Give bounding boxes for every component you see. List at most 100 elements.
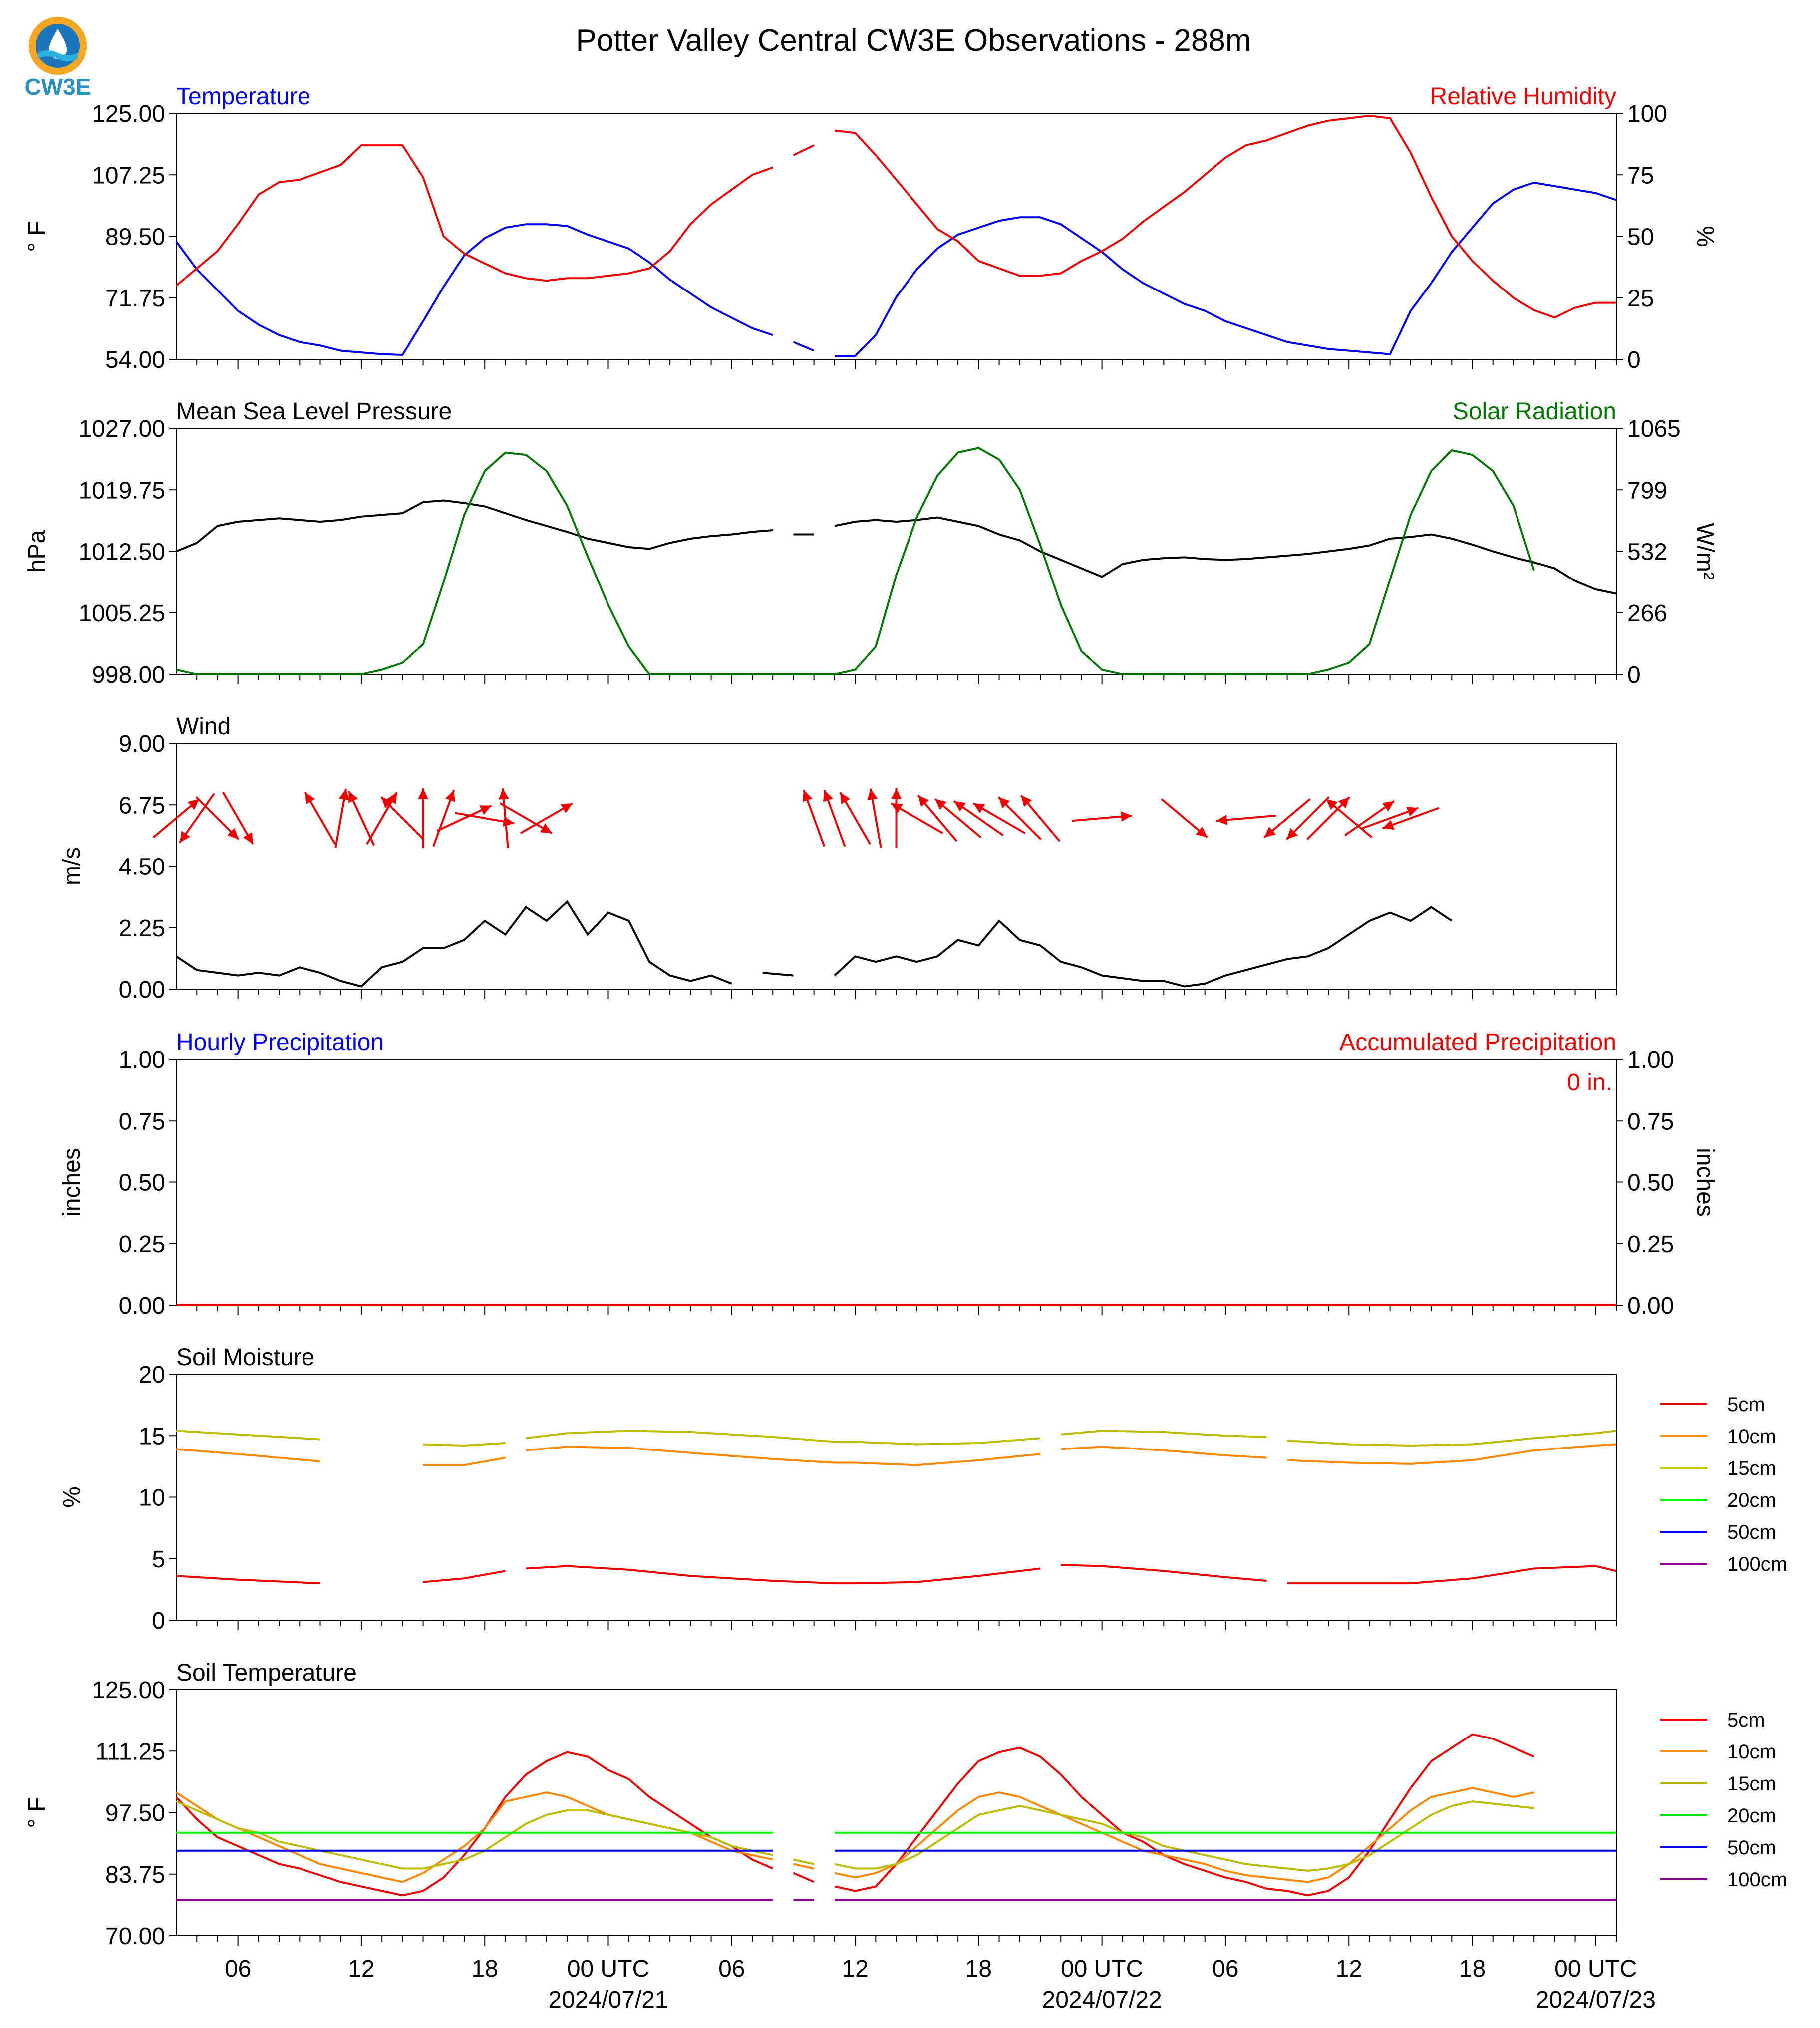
x-tick-label: 06 xyxy=(718,1956,745,1982)
wind-arrow xyxy=(1306,796,1350,840)
series-line-relative-humidity xyxy=(793,144,815,156)
x-date-label: 2024/07/21 xyxy=(548,1987,668,2013)
y-tick-label-right: 0.25 xyxy=(1627,1231,1674,1258)
legend-label: 100cm xyxy=(1727,1869,1787,1891)
panel-1: Temperature Relative Humidity 54.00 71.75 89… xyxy=(24,83,1718,373)
wind-arrow xyxy=(1344,800,1395,837)
accumulated-precip-annotation: 0 in. xyxy=(1567,1069,1612,1096)
legend-label: 15cm xyxy=(1727,1773,1776,1795)
x-axis: 06 12 18 00 UTC 2024/07/21 06 12 18 00 UTC 2024/0… xyxy=(225,1956,1656,2013)
series-line-15cm xyxy=(1061,1430,1267,1438)
wind-arrow-head xyxy=(1326,799,1338,810)
wind-arrow-head xyxy=(1021,795,1032,807)
legend-label: 15cm xyxy=(1727,1457,1776,1479)
wind-arrow-head xyxy=(348,791,358,803)
series-line-5cm xyxy=(176,1575,320,1585)
cw3e-logo: CW3E xyxy=(25,17,91,100)
wind-arrow-head xyxy=(1382,820,1395,830)
wind-arrow xyxy=(366,792,398,845)
wind-arrow xyxy=(347,790,375,846)
series-line-relative-humidity xyxy=(834,114,1616,319)
series-line-wind xyxy=(175,900,732,988)
wind-arrow xyxy=(1325,798,1373,839)
y-tick-label: 83.75 xyxy=(105,1862,165,1888)
y-tick-label: 0.00 xyxy=(119,977,165,1003)
logo-wave-icon xyxy=(38,50,78,61)
y-tick-label: 89.50 xyxy=(105,224,165,251)
wind-arrow-head xyxy=(840,792,850,804)
y-axis-label-right: inches xyxy=(1692,1148,1718,1217)
y-tick-label: 0 xyxy=(152,1608,165,1634)
y-tick-label: 125.00 xyxy=(92,101,165,127)
wind-arrow xyxy=(1161,798,1208,839)
x-tick-label: 00 UTC xyxy=(567,1956,649,1982)
wind-arrow-head xyxy=(381,797,393,809)
series-line-solar-radiation xyxy=(176,447,1535,675)
series-line-15cm xyxy=(793,1858,815,1865)
wind-arrow-head xyxy=(227,828,239,840)
wind-arrow xyxy=(1382,807,1439,830)
panel-frame xyxy=(176,113,1617,360)
panel-title-left: Soil Moisture xyxy=(176,1344,314,1371)
wind-arrow xyxy=(972,802,1026,834)
wind-arrow-head xyxy=(1216,814,1227,825)
panel-title-right: Solar Radiation xyxy=(1453,398,1616,425)
series-line-temperature xyxy=(793,341,815,352)
panel-title-left: Mean Sea Level Pressure xyxy=(176,398,452,425)
wind-arrow-head xyxy=(187,799,199,810)
y-tick-label: 97.50 xyxy=(105,1800,165,1827)
chart-title: Potter Valley Central CW3E Observations … xyxy=(576,23,1251,58)
wind-arrow xyxy=(520,802,573,834)
legend-label: 50cm xyxy=(1727,1521,1776,1543)
wind-arrow xyxy=(304,792,336,845)
wind-arrow xyxy=(1285,796,1330,840)
x-tick-label: 06 xyxy=(1212,1956,1238,1982)
wind-arrow xyxy=(1072,811,1132,822)
wind-arrow xyxy=(934,798,982,839)
series-line-15cm xyxy=(423,1442,506,1447)
logo-text: CW3E xyxy=(25,74,91,100)
x-tick-label: 18 xyxy=(1459,1956,1486,1982)
panels-container: Temperature Relative Humidity 54.00 71.75 89… xyxy=(24,83,1787,1950)
wind-arrow-head xyxy=(418,788,429,799)
wind-arrow xyxy=(334,788,349,848)
panel-2: Mean Sea Level Pressure Solar Radiation 99… xyxy=(24,398,1718,688)
y-axis-label: hPa xyxy=(24,530,50,573)
wind-arrow-head xyxy=(891,803,903,813)
wind-arrow-head xyxy=(935,799,947,810)
series-line-5cm xyxy=(526,1565,1041,1585)
series-line-5cm xyxy=(834,1733,1534,1897)
legend-label: 10cm xyxy=(1727,1741,1776,1763)
y-tick-label: 0.25 xyxy=(119,1231,165,1258)
wind-arrow-head xyxy=(1382,801,1394,812)
panel-title-left: Soil Temperature xyxy=(176,1660,357,1686)
legend-label: 5cm xyxy=(1727,1709,1765,1731)
wind-arrow-head xyxy=(445,790,455,802)
y-axis-label: inches xyxy=(59,1148,85,1217)
y-tick-label-right: 75 xyxy=(1627,162,1654,189)
y-tick-label: 1005.25 xyxy=(78,600,165,627)
x-tick-label: 12 xyxy=(348,1956,374,1982)
wind-arrow-head xyxy=(498,788,509,800)
wind-arrow xyxy=(802,789,826,847)
y-tick-label: 111.25 xyxy=(95,1738,165,1765)
x-tick-label: 06 xyxy=(225,1956,251,1982)
y-axis-label-right: % xyxy=(1692,226,1718,247)
y-tick-label-right: 25 xyxy=(1627,286,1654,312)
panel-title-left: Hourly Precipitation xyxy=(176,1029,384,1056)
y-tick-label-right: 1.00 xyxy=(1627,1047,1674,1073)
legend-label: 20cm xyxy=(1727,1489,1776,1511)
panel-5: Soil Moisture 0 5 10 15 20% 5cm 10cm 15cm 20cm 50c… xyxy=(59,1344,1787,1634)
panel-frame xyxy=(176,1059,1617,1306)
y-tick-label: 1.00 xyxy=(119,1047,165,1073)
wind-arrow-head xyxy=(540,823,552,833)
legend-label: 5cm xyxy=(1727,1394,1765,1416)
wind-arrow xyxy=(890,802,943,834)
series-line-15cm xyxy=(1287,1430,1617,1447)
wind-arrow-head xyxy=(823,790,833,802)
legend-label: 100cm xyxy=(1727,1553,1787,1575)
series-line-relative-humidity xyxy=(175,144,773,287)
series-line-15cm xyxy=(526,1430,1041,1446)
series-line-10cm xyxy=(175,1791,773,1883)
